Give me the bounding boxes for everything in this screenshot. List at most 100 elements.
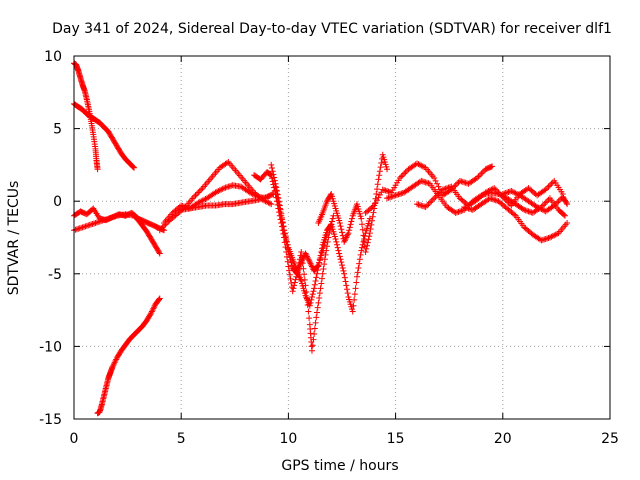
data-point-interp (265, 199, 272, 206)
data-point-interp (322, 236, 329, 243)
data-point-interp (335, 247, 342, 254)
data-point-interp (291, 279, 298, 286)
data-point (109, 363, 116, 370)
data-point-interp (113, 356, 120, 363)
data-point-interp (275, 195, 282, 202)
data-point-interp (314, 263, 321, 270)
data-point-interp (291, 282, 298, 289)
data-point-interp (308, 296, 315, 303)
data-point (341, 238, 348, 245)
data-point-interp (271, 177, 278, 184)
data-point-interp (305, 256, 312, 263)
y-axis-ticks: -15 -10 -5 0 5 10 (39, 49, 610, 428)
data-point (212, 189, 219, 196)
data-point (396, 174, 403, 181)
x-tick-label: 15 (387, 431, 405, 447)
data-point-interp (311, 331, 318, 338)
data-point-interp (563, 199, 570, 206)
data-point (311, 285, 318, 292)
data-point-interp (368, 221, 375, 228)
data-point-interp (286, 267, 293, 274)
data-point-interp (536, 205, 543, 212)
data-point-interp (271, 174, 278, 181)
data-point-interp (310, 288, 317, 295)
series-track-h (178, 190, 277, 213)
data-point-interp (560, 211, 567, 218)
series-track-m (328, 215, 373, 315)
data-point-interp (363, 245, 370, 252)
data-point-interp (454, 180, 461, 187)
data-point-interp (374, 181, 381, 188)
data-point-interp (402, 169, 409, 176)
data-point-interp (489, 185, 496, 192)
x-tick-label: 5 (177, 431, 186, 447)
data-point (414, 160, 421, 167)
data-point-interp (377, 164, 384, 171)
data-point-interp (320, 265, 327, 272)
data-point-interp (399, 172, 406, 179)
data-point-interp (434, 180, 441, 187)
data-point-interp (147, 311, 154, 318)
data-point-interp (308, 263, 315, 270)
data-point (561, 212, 568, 219)
data-point-interp (511, 211, 518, 218)
data-point-interp (478, 170, 485, 177)
data-point (285, 249, 292, 256)
data-point-interp (424, 202, 431, 209)
data-point-interp (546, 182, 553, 189)
data-point-interp (432, 177, 439, 184)
data-point-interp (286, 254, 293, 261)
data-point-interp (364, 242, 371, 249)
data-point (422, 204, 429, 211)
data-point-interp (343, 282, 350, 289)
data-point-interp (542, 199, 549, 206)
data-point-interp (313, 270, 320, 277)
data-point (298, 259, 305, 266)
data-point (489, 163, 496, 170)
data-point (384, 166, 391, 173)
data-point-interp (435, 190, 442, 197)
data-point-interp (306, 257, 313, 264)
data-point-interp (512, 190, 519, 197)
data-point-interp (351, 296, 358, 303)
data-point (306, 259, 313, 266)
data-point (313, 314, 320, 321)
data-point-interp (398, 173, 405, 180)
data-point (551, 202, 558, 209)
data-point-interp (416, 161, 423, 168)
data-point-interp (278, 214, 285, 221)
data-point (302, 250, 309, 257)
data-point-interp (344, 231, 351, 238)
data-point-interp (349, 215, 356, 222)
data-point-interp (342, 278, 349, 285)
data-point-interp (535, 204, 542, 211)
data-point (289, 288, 296, 295)
data-point-interp (288, 259, 295, 266)
series-track-k (268, 161, 330, 277)
data-point-interp (351, 291, 358, 298)
data-point (94, 166, 101, 173)
data-point-interp (216, 187, 223, 194)
data-point-interp (337, 256, 344, 263)
data-point-interp (333, 238, 340, 245)
data-point (321, 256, 328, 263)
data-point (345, 230, 352, 237)
data-point-interp (341, 237, 348, 244)
data-point-interp (328, 218, 335, 225)
data-point-interp (263, 198, 270, 205)
data-point-interp (130, 164, 137, 171)
y-tick-label: 0 (53, 194, 62, 210)
data-point-interp (312, 319, 319, 326)
data-point (474, 174, 481, 181)
data-point (349, 308, 356, 315)
data-point-interp (415, 161, 422, 168)
data-point-interp (329, 215, 336, 222)
data-point-interp (286, 271, 293, 278)
data-point-interp (374, 186, 381, 193)
data-point-interp (552, 201, 559, 208)
data-point-interp (339, 264, 346, 271)
x-tick-label: 20 (494, 431, 512, 447)
x-tick-label: 10 (279, 431, 297, 447)
data-point-interp (311, 325, 318, 332)
data-point (358, 215, 365, 222)
